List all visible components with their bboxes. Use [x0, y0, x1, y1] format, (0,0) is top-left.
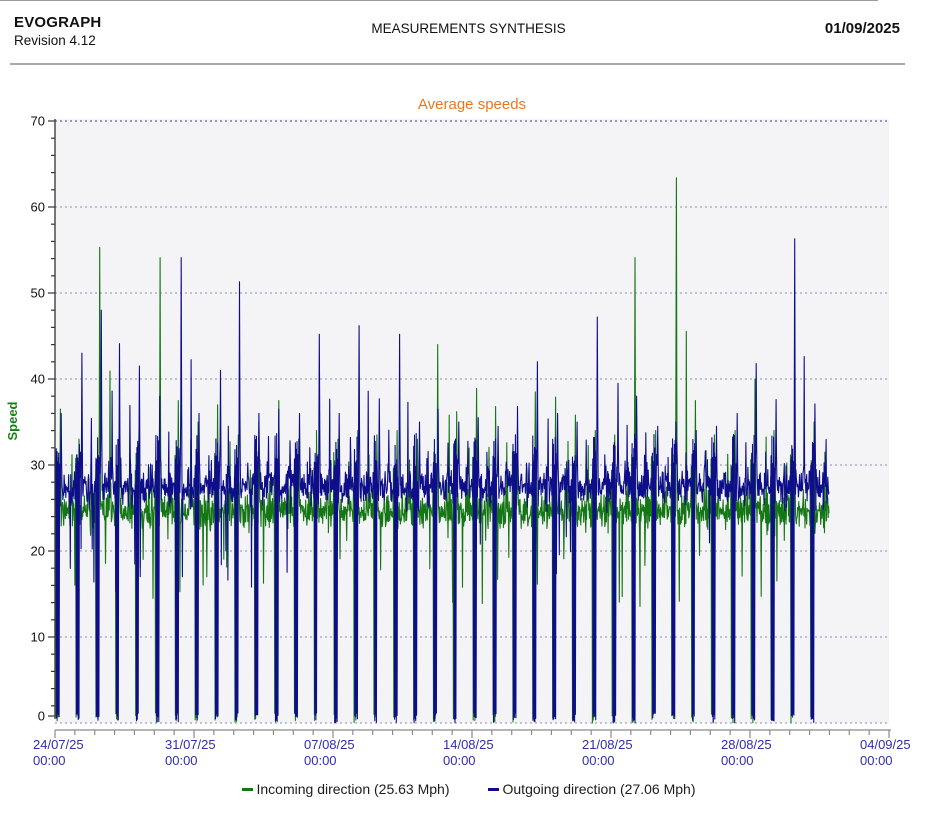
y-tick-label: 0	[38, 709, 45, 724]
x-tick-label-date: 24/07/25	[33, 737, 84, 752]
x-tick-label-date: 31/07/25	[165, 737, 216, 752]
x-tick-label-time: 00:00	[165, 753, 198, 768]
legend-item-incoming: Incoming direction (25.63 Mph)	[241, 781, 450, 797]
incoming-legend-marker-icon	[241, 787, 253, 791]
x-tick-label-time: 00:00	[304, 753, 337, 768]
y-tick-label: 30	[31, 458, 45, 473]
app-name: EVOGRAPH	[14, 14, 102, 31]
outgoing-legend-marker-icon	[487, 787, 499, 791]
series-path-incoming	[54, 177, 830, 724]
x-tick-label-date: 07/08/25	[304, 737, 355, 752]
chart-legend: Incoming direction (25.63 Mph) Outgoing …	[0, 781, 937, 797]
y-tick-label: 10	[31, 630, 45, 645]
x-tick-label-time: 00:00	[443, 753, 476, 768]
report-title: MEASUREMENTS SYNTHESIS	[371, 21, 566, 36]
y-tick-label: 40	[31, 372, 45, 387]
x-tick-label-time: 00:00	[33, 753, 66, 768]
plot-background	[55, 119, 889, 723]
incoming-legend-label: Incoming direction (25.63 Mph)	[256, 781, 450, 797]
y-tick-label: 20	[31, 544, 45, 559]
y-tick-label: 60	[31, 200, 45, 215]
legend-item-outgoing: Outgoing direction (27.06 Mph)	[487, 781, 696, 797]
x-tick-label-date: 28/08/25	[721, 737, 772, 752]
x-tick-label-time: 00:00	[860, 753, 893, 768]
x-tick-label-time: 00:00	[582, 753, 615, 768]
window-top-border	[0, 0, 878, 1]
x-tick-label-date: 21/08/25	[582, 737, 633, 752]
series-path-outgoing	[54, 238, 830, 724]
x-tick-label-time: 00:00	[721, 753, 754, 768]
header-divider	[10, 63, 905, 65]
y-tick-label: 70	[31, 114, 45, 129]
x-tick-label-date: 14/08/25	[443, 737, 494, 752]
outgoing-legend-label: Outgoing direction (27.06 Mph)	[502, 781, 696, 797]
report-date: 01/09/2025	[824, 20, 900, 37]
y-tick-label: 50	[31, 286, 45, 301]
app-revision: Revision 4.12	[14, 33, 96, 48]
chart-title: Average speeds	[417, 96, 527, 113]
x-tick-label-date: 04/09/25	[860, 737, 911, 752]
